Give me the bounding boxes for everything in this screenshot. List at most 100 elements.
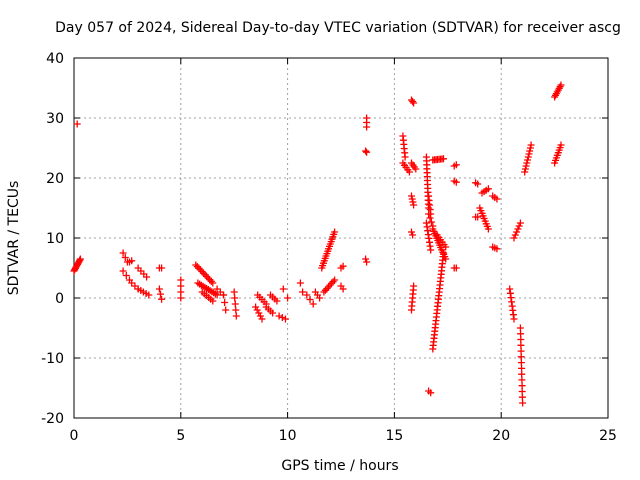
data-point: [525, 150, 533, 158]
data-point: [196, 266, 204, 274]
data-point: [452, 264, 460, 272]
data-point: [258, 315, 266, 323]
data-point: [192, 261, 200, 269]
data-point: [519, 399, 527, 407]
data-point: [145, 291, 153, 299]
x-tick-label: 0: [70, 428, 79, 444]
data-point: [73, 120, 81, 128]
data-point: [203, 273, 211, 280]
data-point: [409, 98, 417, 105]
data-point: [527, 141, 535, 149]
data-point: [557, 81, 565, 89]
data-point: [493, 245, 501, 253]
data-point: [363, 258, 371, 266]
y-tick-label: 30: [46, 111, 64, 127]
data-point: [409, 231, 417, 239]
data-point: [177, 276, 185, 284]
data-points: [70, 81, 565, 407]
data-point: [316, 294, 324, 302]
data-point: [195, 264, 203, 272]
data-point: [474, 180, 482, 188]
data-point: [339, 285, 347, 293]
data-point: [557, 141, 565, 149]
data-point: [521, 168, 529, 176]
y-tick-label: 40: [46, 51, 64, 67]
data-point: [232, 312, 240, 320]
data-point: [230, 288, 238, 296]
chart-title: Day 057 of 2024, Sidereal Day-to-day VTE…: [55, 20, 621, 36]
data-point: [131, 282, 139, 290]
y-tick-label: 20: [46, 171, 64, 187]
data-point: [429, 345, 437, 353]
data-point: [526, 144, 534, 152]
data-point: [158, 295, 166, 303]
data-point: [275, 312, 283, 320]
data-point: [425, 204, 433, 212]
data-point: [521, 165, 529, 173]
data-point: [513, 228, 521, 236]
data-point: [213, 291, 221, 299]
data-point: [76, 255, 84, 263]
data-point: [331, 228, 339, 236]
x-tick-label: 10: [279, 428, 297, 444]
data-point: [209, 279, 217, 287]
data-point: [408, 306, 415, 314]
data-point: [119, 249, 127, 257]
data-point: [422, 219, 430, 227]
data-point: [222, 306, 230, 314]
data-point: [216, 288, 224, 296]
data-point: [524, 156, 531, 164]
data-point: [231, 300, 239, 308]
data-point: [524, 153, 532, 161]
data-point: [484, 185, 492, 193]
data-point: [523, 159, 531, 167]
data-point: [255, 309, 263, 317]
data-point: [213, 285, 221, 293]
grid: [74, 58, 608, 418]
data-point: [204, 274, 212, 282]
data-point: [177, 282, 185, 290]
x-tick-label: 15: [385, 428, 403, 444]
data-point: [510, 234, 518, 242]
data-point: [273, 297, 281, 305]
data-point: [122, 272, 130, 279]
y-tick-label: 0: [55, 291, 64, 307]
data-point: [362, 255, 370, 263]
data-point: [155, 285, 163, 293]
data-point: [309, 300, 317, 308]
data-point: [279, 285, 287, 293]
data-point: [408, 228, 415, 236]
data-point: [200, 269, 207, 277]
data-point: [296, 279, 304, 287]
x-tick-label: 20: [492, 428, 510, 444]
data-point: [522, 162, 530, 170]
data-point: [427, 389, 435, 397]
data-point: [405, 168, 413, 176]
data-point: [408, 192, 415, 200]
data-point: [269, 309, 277, 317]
data-point: [143, 273, 151, 281]
data-point: [410, 99, 418, 107]
data-point: [409, 198, 417, 206]
data-point: [452, 178, 460, 186]
data-point: [177, 288, 185, 296]
data-point: [209, 297, 217, 305]
data-point: [278, 314, 286, 321]
data-point: [412, 165, 420, 173]
data-point: [410, 201, 418, 209]
data-point: [474, 213, 482, 221]
data-point: [363, 148, 371, 156]
data-point: [157, 290, 164, 298]
data-point: [452, 161, 460, 169]
x-axis-label: GPS time / hours: [281, 458, 398, 474]
data-point: [299, 288, 307, 296]
data-point: [362, 147, 370, 155]
data-point: [220, 291, 227, 299]
y-axis-label: SDTVAR / TECUs: [6, 181, 22, 296]
data-point: [442, 243, 450, 251]
x-tick-label: 25: [599, 428, 617, 444]
data-point: [506, 285, 514, 293]
data-point: [493, 195, 501, 203]
data-point: [121, 254, 129, 261]
